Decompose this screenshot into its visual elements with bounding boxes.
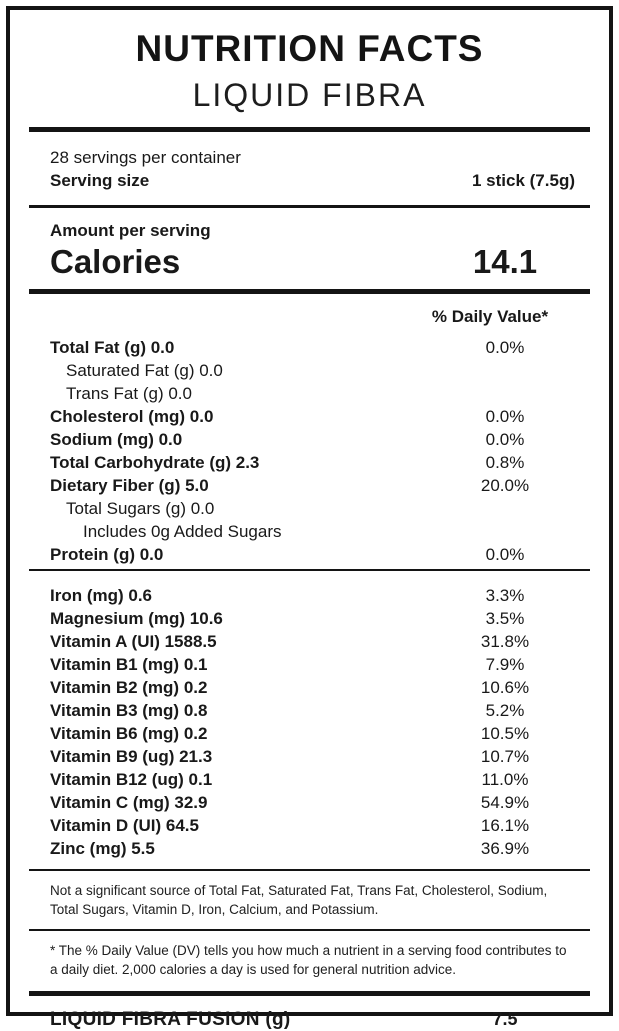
nutrient-row: Magnesium (mg) 10.6 3.5% [50, 607, 575, 630]
nutrient-daily-value: 0.0% [485, 406, 525, 426]
nutrient-name: Vitamin B2 (mg) 0.2 [50, 677, 208, 697]
nutrient-row: Zinc (mg) 5.5 36.9% [50, 837, 575, 860]
nutrient-row: Total Carbohydrate (g) 2.3 0.8% [50, 451, 575, 474]
nutrient-row: Trans Fat (g) 0.0 [50, 382, 575, 405]
nutrient-name: Dietary Fiber (g) 5.0 [50, 475, 209, 495]
nutrient-name: Vitamin B1 (mg) 0.1 [50, 654, 208, 674]
footnote-sources: Not a significant source of Total Fat, S… [50, 882, 548, 917]
divider-fusion [29, 990, 590, 996]
nutrient-daily-value: 16.1% [480, 815, 530, 835]
nutrient-name: Vitamin B3 (mg) 0.8 [50, 700, 208, 720]
nutrient-daily-value: 36.9% [480, 838, 530, 858]
nutrient-row: Vitamin B2 (mg) 0.2 10.6% [50, 676, 575, 699]
nutrient-name: Vitamin C (mg) 32.9 [50, 792, 208, 812]
nutrient-daily-value: 0.0% [485, 429, 525, 449]
micronutrient-rows: Iron (mg) 0.6 3.3% Magnesium (mg) 10.6 3.5%… [29, 584, 590, 860]
nutrient-name: Iron (mg) 0.6 [50, 585, 153, 605]
fusion-label: LIQUID FIBRA FUSION (g) [50, 1008, 291, 1030]
nutrient-daily-value: 10.6% [480, 677, 530, 697]
nutrient-name: Vitamin D (UI) 64.5 [50, 815, 199, 835]
product-name: LIQUID FIBRA [192, 76, 427, 113]
calories-row: Calories 14.1 [50, 243, 575, 281]
nutrient-name: Saturated Fat (g) 0.0 [66, 360, 223, 380]
nutrient-row: Vitamin A (UI) 1588.5 31.8% [50, 630, 575, 653]
nutrient-row: Vitamin B9 (ug) 21.3 10.7% [50, 745, 575, 768]
daily-value-header-row: % Daily Value* [29, 307, 590, 327]
nutrient-daily-value: 10.7% [480, 746, 530, 766]
daily-value-header: % Daily Value* [431, 306, 549, 326]
nutrient-name: Vitamin B12 (ug) 0.1 [50, 769, 213, 789]
nutrient-daily-value: 54.9% [480, 792, 530, 812]
nutrient-row: Saturated Fat (g) 0.0 [50, 359, 575, 382]
nutrient-daily-value: 0.0% [485, 544, 525, 564]
nutrient-name: Vitamin A (UI) 1588.5 [50, 631, 217, 651]
nutrient-daily-value: 11.0% [481, 769, 529, 789]
divider-footnote [29, 928, 590, 931]
nutrient-row: Vitamin C (mg) 32.9 54.9% [50, 791, 575, 814]
label-header: NUTRITION FACTS LIQUID FIBRA [29, 10, 590, 114]
serving-size-value: 1 stick (7.5g) [472, 170, 575, 190]
nutrient-name: Trans Fat (g) 0.0 [66, 383, 192, 403]
nutrient-name: Sodium (mg) 0.0 [50, 429, 183, 449]
nutrient-row: Iron (mg) 0.6 3.3% [50, 584, 575, 607]
servings-section: 28 servings per container Serving size 1… [29, 146, 590, 192]
calories-section: Amount per serving Calories 14.1 [29, 221, 590, 281]
calories-value: 14.1 [472, 242, 538, 280]
nutrient-daily-value: 3.5% [485, 608, 525, 628]
nutrient-row: Vitamin B12 (ug) 0.1 11.0% [50, 768, 575, 791]
nutrient-name: Protein (g) 0.0 [50, 544, 164, 564]
nutrient-row: Sodium (mg) 0.0 0.0% [50, 428, 575, 451]
serving-size-row: Serving size 1 stick (7.5g) [50, 169, 575, 192]
nutrient-row: Vitamin B3 (mg) 0.8 5.2% [50, 699, 575, 722]
nutrient-row: Vitamin B6 (mg) 0.2 10.5% [50, 722, 575, 745]
nutrient-name: Includes 0g Added Sugars [83, 521, 282, 541]
nutrient-row: Protein (g) 0.0 0.0% [50, 543, 575, 566]
page-title: NUTRITION FACTS [135, 28, 484, 69]
nutrition-facts-panel: NUTRITION FACTS LIQUID FIBRA 28 servings… [6, 6, 613, 1030]
nutrient-name: Total Fat (g) 0.0 [50, 337, 175, 357]
serving-size-label: Serving size [50, 170, 150, 190]
nutrient-row: Includes 0g Added Sugars [50, 520, 575, 543]
nutrient-daily-value: 10.5% [480, 723, 530, 743]
nutrient-rows: Total Fat (g) 0.0 0.0% Saturated Fat (g) 0… [29, 336, 590, 566]
servings-per-container: 28 servings per container [50, 147, 241, 167]
nutrient-daily-value: 31.8% [480, 631, 530, 651]
nutrient-name: Total Sugars (g) 0.0 [66, 498, 215, 518]
nutrient-daily-value: 20.0% [480, 475, 530, 495]
nutrient-name: Vitamin B9 (ug) 21.3 [50, 746, 213, 766]
divider-servings [29, 204, 590, 208]
nutrient-name: Total Carbohydrate (g) 2.3 [50, 452, 260, 472]
nutrient-row: Vitamin B1 (mg) 0.1 7.9% [50, 653, 575, 676]
nutrient-name: Zinc (mg) 5.5 [50, 838, 155, 858]
fusion-value: 7.5 [492, 1008, 518, 1029]
nutrient-daily-value: 3.3% [485, 585, 525, 605]
nutrient-row: Total Sugars (g) 0.0 [50, 497, 575, 520]
nutrient-row: Cholesterol (mg) 0.0 0.0% [50, 405, 575, 428]
nutrient-row: Vitamin D (UI) 64.5 16.1% [50, 814, 575, 837]
calories-label: Calories [50, 242, 181, 280]
amount-per-serving-label: Amount per serving [50, 220, 211, 240]
divider-micronutrients [29, 868, 590, 871]
divider-header [29, 126, 590, 132]
nutrient-daily-value: 0.0% [485, 337, 525, 357]
nutrient-row: Dietary Fiber (g) 5.0 20.0% [50, 474, 575, 497]
divider-calories [29, 288, 590, 294]
footnote-daily-value: * The % Daily Value (DV) tells you how m… [50, 942, 567, 977]
nutrient-name: Magnesium (mg) 10.6 [50, 608, 223, 628]
nutrient-daily-value: 0.8% [485, 452, 525, 472]
nutrient-row: Total Fat (g) 0.0 0.0% [50, 336, 575, 359]
nutrient-name: Cholesterol (mg) 0.0 [50, 406, 214, 426]
nutrient-name: Vitamin B6 (mg) 0.2 [50, 723, 208, 743]
fusion-row: LIQUID FIBRA FUSION (g) 7.5 [29, 996, 590, 1031]
nutrient-daily-value: 7.9% [485, 654, 525, 674]
divider-nutrients [29, 568, 590, 571]
nutrient-daily-value: 5.2% [485, 700, 525, 720]
